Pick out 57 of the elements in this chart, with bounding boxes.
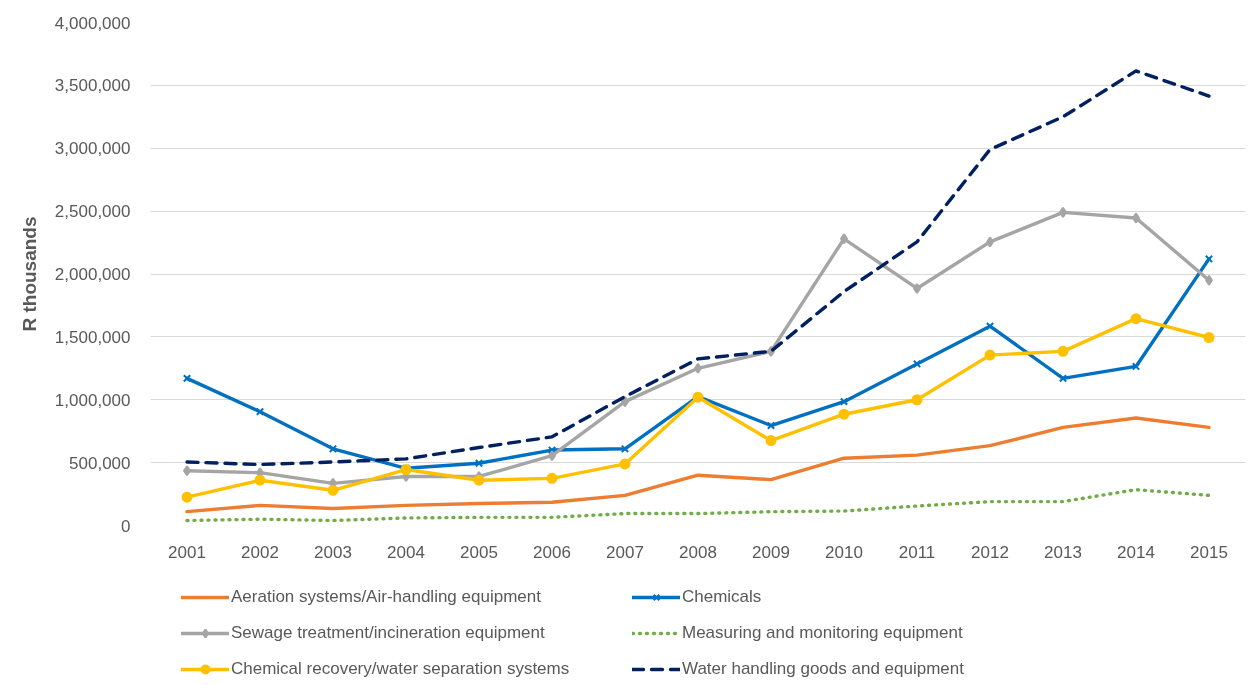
legend-label: Sewage treatment/incineration equipment: [231, 623, 546, 643]
x-tick-label: 2012: [971, 542, 1009, 562]
point: [1130, 313, 1142, 325]
point: [327, 484, 339, 496]
legend-label: Chemicals: [682, 587, 763, 607]
y-tick-label: 4,000,000: [54, 13, 131, 33]
point: [474, 459, 484, 468]
x-tick-label: 2011: [898, 542, 936, 562]
point: [546, 472, 558, 484]
x-tick-label: 2008: [679, 542, 717, 562]
y-tick-label: 1,500,000: [54, 327, 131, 347]
x-tick-label: 2013: [1044, 542, 1082, 562]
point: [912, 359, 922, 369]
point: [255, 407, 265, 416]
point: [1203, 332, 1215, 343]
y-tick-label: 500,000: [69, 453, 131, 473]
x-tick-label: 2001: [168, 542, 206, 562]
legend-label: Aeration systems/Air-handling equipment: [231, 587, 542, 607]
line-series: [185, 487, 1211, 523]
point: [473, 474, 485, 486]
point: [620, 444, 630, 453]
line-series: [185, 416, 1211, 514]
x-tick-label: 2010: [825, 542, 863, 562]
point: [1057, 345, 1069, 357]
point: [1131, 362, 1141, 371]
point: [985, 322, 995, 331]
point: [1204, 254, 1214, 264]
x-tick-label: 2009: [752, 542, 790, 562]
point: [838, 408, 850, 420]
point: [619, 458, 631, 470]
x-tick-label: 2007: [606, 542, 644, 562]
y-tick-label: 1,000,000: [54, 390, 131, 410]
legend-label: Chemical recovery/water separation systems: [231, 659, 571, 679]
point: [984, 349, 996, 361]
x-tick-label: 2004: [387, 542, 425, 562]
point: [765, 435, 777, 447]
y-tick-label: 2,000,000: [54, 265, 131, 284]
x-tick-label: 2006: [533, 542, 571, 562]
legend-label: Measuring and monitoring equipment: [682, 623, 964, 643]
y-tick-label: 0: [121, 516, 131, 536]
x-tick-label: 2005: [460, 542, 498, 562]
y-tick-label: 3,000,000: [54, 139, 131, 159]
y-tick-label: 3,500,000: [54, 76, 131, 96]
point: [1058, 374, 1068, 383]
x-tick-label: 2002: [241, 542, 279, 562]
legend-label: Water handling goods and equipment: [682, 659, 965, 679]
point: [911, 394, 923, 406]
y-axis-title: R thousands: [18, 216, 40, 332]
point: [328, 444, 338, 453]
line-series: [185, 69, 1211, 467]
x-tick-label: 2015: [1190, 542, 1228, 562]
point: [182, 374, 192, 383]
x-tick-label: 2003: [314, 542, 352, 562]
y-tick-label: 2,500,000: [54, 202, 131, 222]
point: [181, 491, 193, 503]
point: [254, 474, 266, 486]
x-tick-label: 2014: [1117, 542, 1155, 562]
